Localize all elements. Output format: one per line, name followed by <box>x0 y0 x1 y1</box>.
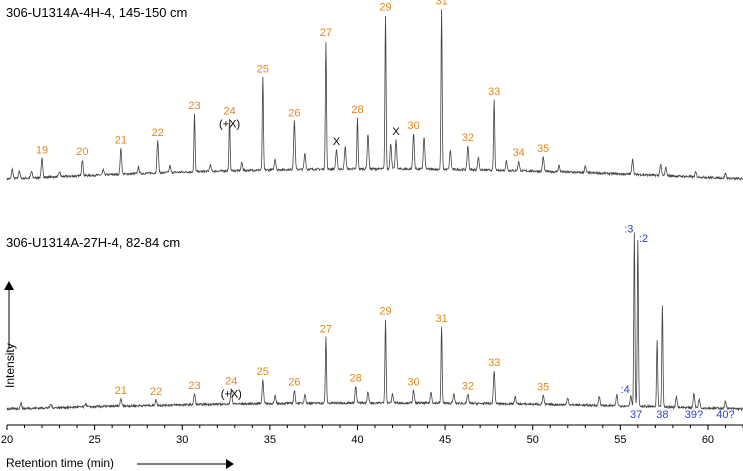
x-tick-label-45: 45 <box>439 434 451 446</box>
x-axis: 20 25 30 35 40 45 50 55 60 Retention time (min) <box>1 424 743 470</box>
peak-label-0-5: 24 <box>223 106 235 118</box>
peak-label-0-2: 21 <box>115 135 127 147</box>
y-axis-arrow <box>4 281 14 348</box>
peak-label-0-3: 22 <box>152 127 164 139</box>
peak-label-1-15: :3 <box>624 223 633 235</box>
peak-label-0-10: 28 <box>351 104 363 116</box>
peak-label-0-9: X <box>333 136 341 148</box>
peak-label-0-4: 23 <box>188 100 200 112</box>
peak-label-0-14: 31 <box>435 0 447 7</box>
peak-label-1-3: 24 <box>225 376 237 388</box>
peak-label-0-17: 34 <box>513 147 525 159</box>
upper-chromatogram-trace <box>6 9 743 181</box>
x-tick-label-60: 60 <box>702 434 714 446</box>
peak-label-1-5: 26 <box>288 377 300 389</box>
peak-label-0-15: 32 <box>462 132 474 144</box>
peak-label-0-18: 35 <box>537 143 549 155</box>
upper-chromatogram-panel: 306-U1314A-4H-4, 145-150 cm 19 20 21 22 23 24… <box>6 0 743 181</box>
x-tick-label-40: 40 <box>351 434 363 446</box>
peak-label-1-8: 29 <box>379 305 391 317</box>
x-tick-label-25: 25 <box>88 434 100 446</box>
peak-label-1-19: 39? <box>685 409 703 421</box>
peak-label-1-18: 38 <box>656 409 668 421</box>
x-tick-label-30: 30 <box>176 434 188 446</box>
peak-label-1-4: 25 <box>257 366 269 378</box>
peak-label-1-10: 31 <box>435 313 447 325</box>
peak-label-1-2: 23 <box>188 380 200 392</box>
peak-label-0-13: 30 <box>407 120 419 132</box>
peak-label-1-17: 37 <box>630 409 642 421</box>
peak-label-1-0: 21 <box>115 385 127 397</box>
peak-label-1-6: 27 <box>320 324 332 336</box>
x-tick-label-50: 50 <box>527 434 539 446</box>
peak-label-1-20: 40? <box>716 409 734 421</box>
lower-sample-title: 306-U1314A-27H-4, 82-84 cm <box>6 235 180 250</box>
peak-label-1-14: :4 <box>621 384 630 396</box>
x-axis-ticks: 20 25 30 35 40 45 50 55 60 <box>1 425 743 446</box>
peak-note-0-5: (+X) <box>219 119 240 131</box>
peak-label-1-12: 33 <box>488 357 500 369</box>
peak-label-0-12: X <box>392 126 400 138</box>
peak-label-0-1: 20 <box>76 146 88 158</box>
peak-label-1-16: :2 <box>639 233 648 245</box>
x-axis-title: Retention time (min) <box>6 456 114 470</box>
upper-peak-labels: 19 20 21 22 23 24(+X) 25 26 27 X 28 29 X 30 31 32 33 34 35 <box>36 0 549 159</box>
lower-peak-labels: 21 22 23 24(+X) 25 26 27 28 29 30 31 32 33 35 :4 :3 :2 37… <box>115 223 735 421</box>
peak-label-0-11: 29 <box>379 1 391 13</box>
x-tick-label-35: 35 <box>264 434 276 446</box>
x-axis-arrow <box>137 459 234 469</box>
lower-chromatogram-trace <box>6 232 743 412</box>
y-axis-indicator: Intensity <box>3 281 17 388</box>
x-tick-label-20: 20 <box>1 434 13 446</box>
peak-note-1-3: (+X) <box>221 389 242 401</box>
peak-label-0-8: 27 <box>320 27 332 39</box>
peak-label-1-1: 22 <box>150 386 162 398</box>
peak-label-0-0: 19 <box>36 144 48 156</box>
peak-label-1-13: 35 <box>537 381 549 393</box>
peak-label-1-11: 32 <box>462 380 474 392</box>
peak-label-0-6: 25 <box>257 63 269 75</box>
upper-sample-title: 306-U1314A-4H-4, 145-150 cm <box>6 5 187 20</box>
peak-label-0-7: 26 <box>288 108 300 120</box>
peak-label-1-9: 30 <box>407 376 419 388</box>
x-tick-label-55: 55 <box>614 434 626 446</box>
peak-label-0-16: 33 <box>488 86 500 98</box>
y-axis-title: Intensity <box>3 343 17 388</box>
peak-label-1-7: 28 <box>350 373 362 385</box>
